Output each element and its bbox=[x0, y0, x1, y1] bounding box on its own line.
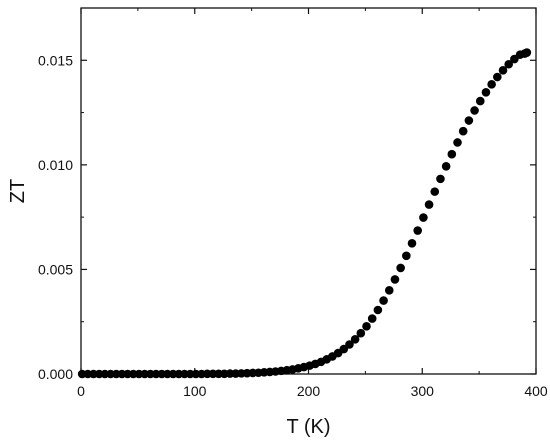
data-point bbox=[458, 126, 468, 136]
x-tick-label: 400 bbox=[524, 383, 548, 399]
data-point bbox=[504, 59, 513, 69]
data-point bbox=[493, 72, 502, 82]
y-tick-label: 0.015 bbox=[38, 52, 73, 68]
x-tick-label: 100 bbox=[183, 383, 207, 399]
data-point bbox=[350, 334, 360, 344]
data-point bbox=[475, 96, 485, 106]
y-tick-label: 0.005 bbox=[38, 261, 73, 277]
data-point bbox=[430, 187, 440, 196]
data-point bbox=[481, 87, 491, 97]
data-point bbox=[384, 286, 394, 295]
data-point bbox=[356, 328, 366, 338]
data-point bbox=[441, 162, 451, 171]
data-point bbox=[362, 322, 371, 331]
data-series bbox=[77, 48, 532, 379]
data-point bbox=[367, 314, 377, 323]
data-point bbox=[419, 213, 428, 222]
y-axis-title: ZT bbox=[7, 179, 29, 203]
plot-frame bbox=[80, 7, 537, 375]
data-point bbox=[464, 116, 474, 125]
data-point bbox=[339, 344, 349, 354]
data-point bbox=[470, 106, 479, 115]
x-tick-label: 300 bbox=[411, 383, 435, 399]
data-point bbox=[447, 149, 457, 159]
x-tick-label: 200 bbox=[297, 383, 321, 399]
data-point bbox=[487, 80, 496, 89]
x-axis: 0 100 200 300 400 bbox=[77, 8, 548, 399]
y-tick-label: 0.000 bbox=[38, 366, 73, 382]
y-tick-label: 0.010 bbox=[38, 157, 73, 173]
data-point bbox=[424, 200, 434, 209]
data-point bbox=[436, 174, 445, 184]
data-point bbox=[522, 48, 532, 57]
data-point bbox=[407, 238, 417, 248]
x-tick-label: 0 bbox=[77, 383, 85, 399]
data-point bbox=[413, 226, 423, 235]
data-point bbox=[373, 305, 383, 315]
y-axis: 0.000 0.005 0.010 0.015 bbox=[38, 7, 536, 382]
data-point bbox=[345, 340, 354, 349]
data-point bbox=[396, 263, 405, 273]
data-point bbox=[402, 251, 411, 261]
data-point bbox=[453, 138, 462, 147]
x-axis-title: T (K) bbox=[286, 416, 330, 438]
data-point bbox=[390, 275, 400, 284]
data-point bbox=[498, 66, 508, 75]
data-point bbox=[379, 296, 388, 305]
